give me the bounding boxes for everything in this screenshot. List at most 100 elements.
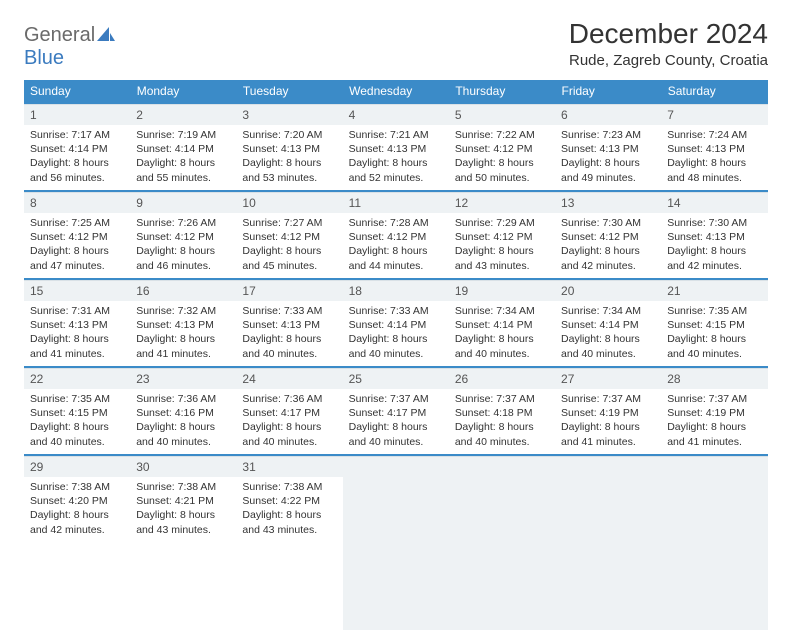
daylight-line: Daylight: 8 hours and 50 minutes.	[455, 156, 549, 184]
sunrise-line: Sunrise: 7:37 AM	[667, 392, 761, 406]
day-number: 3	[236, 104, 342, 125]
calendar-cell: 4Sunrise: 7:21 AMSunset: 4:13 PMDaylight…	[343, 103, 449, 191]
day-number: 10	[236, 192, 342, 213]
day-number: 20	[555, 280, 661, 301]
calendar-cell: 19Sunrise: 7:34 AMSunset: 4:14 PMDayligh…	[449, 279, 555, 367]
daylight-line: Daylight: 8 hours and 40 minutes.	[455, 332, 549, 360]
daylight-line: Daylight: 8 hours and 40 minutes.	[349, 420, 443, 448]
sunset-line: Sunset: 4:13 PM	[667, 230, 761, 244]
day-number: 29	[24, 456, 130, 477]
calendar-cell: 31Sunrise: 7:38 AMSunset: 4:22 PMDayligh…	[236, 455, 342, 543]
day-number: 1	[24, 104, 130, 125]
daylight-line: Daylight: 8 hours and 40 minutes.	[242, 332, 336, 360]
day-number: 8	[24, 192, 130, 213]
calendar-cell: 25Sunrise: 7:37 AMSunset: 4:17 PMDayligh…	[343, 367, 449, 455]
day-number: 6	[555, 104, 661, 125]
day-number-empty	[555, 456, 661, 543]
sunrise-line: Sunrise: 7:36 AM	[136, 392, 230, 406]
day-body: Sunrise: 7:23 AMSunset: 4:13 PMDaylight:…	[555, 125, 661, 189]
calendar-cell: 15Sunrise: 7:31 AMSunset: 4:13 PMDayligh…	[24, 279, 130, 367]
day-number: 7	[661, 104, 767, 125]
daylight-line: Daylight: 8 hours and 40 minutes.	[667, 332, 761, 360]
day-body: Sunrise: 7:33 AMSunset: 4:13 PMDaylight:…	[236, 301, 342, 365]
sunrise-line: Sunrise: 7:37 AM	[349, 392, 443, 406]
day-body: Sunrise: 7:32 AMSunset: 4:13 PMDaylight:…	[130, 301, 236, 365]
day-number: 16	[130, 280, 236, 301]
daylight-line: Daylight: 8 hours and 42 minutes.	[667, 244, 761, 272]
calendar-cell: 14Sunrise: 7:30 AMSunset: 4:13 PMDayligh…	[661, 191, 767, 279]
calendar-week: 22Sunrise: 7:35 AMSunset: 4:15 PMDayligh…	[24, 367, 768, 455]
day-body: Sunrise: 7:20 AMSunset: 4:13 PMDaylight:…	[236, 125, 342, 189]
sunset-line: Sunset: 4:19 PM	[667, 406, 761, 420]
calendar-cell: 6Sunrise: 7:23 AMSunset: 4:13 PMDaylight…	[555, 103, 661, 191]
sunset-line: Sunset: 4:12 PM	[136, 230, 230, 244]
calendar-week: 29Sunrise: 7:38 AMSunset: 4:20 PMDayligh…	[24, 455, 768, 543]
day-body: Sunrise: 7:26 AMSunset: 4:12 PMDaylight:…	[130, 213, 236, 277]
sunset-line: Sunset: 4:12 PM	[349, 230, 443, 244]
daylight-line: Daylight: 8 hours and 49 minutes.	[561, 156, 655, 184]
daylight-line: Daylight: 8 hours and 56 minutes.	[30, 156, 124, 184]
sunset-line: Sunset: 4:12 PM	[561, 230, 655, 244]
calendar-cell: 10Sunrise: 7:27 AMSunset: 4:12 PMDayligh…	[236, 191, 342, 279]
sunrise-line: Sunrise: 7:37 AM	[455, 392, 549, 406]
daylight-line: Daylight: 8 hours and 46 minutes.	[136, 244, 230, 272]
day-body: Sunrise: 7:27 AMSunset: 4:12 PMDaylight:…	[236, 213, 342, 277]
sunset-line: Sunset: 4:12 PM	[455, 142, 549, 156]
daylight-line: Daylight: 8 hours and 40 minutes.	[349, 332, 443, 360]
daylight-line: Daylight: 8 hours and 43 minutes.	[455, 244, 549, 272]
daylight-line: Daylight: 8 hours and 42 minutes.	[30, 508, 124, 536]
dow-wednesday: Wednesday	[343, 80, 449, 103]
dow-row: Sunday Monday Tuesday Wednesday Thursday…	[24, 80, 768, 103]
day-number: 12	[449, 192, 555, 213]
day-number: 17	[236, 280, 342, 301]
sunset-line: Sunset: 4:14 PM	[349, 318, 443, 332]
day-body: Sunrise: 7:35 AMSunset: 4:15 PMDaylight:…	[24, 389, 130, 453]
calendar-cell: 29Sunrise: 7:38 AMSunset: 4:20 PMDayligh…	[24, 455, 130, 543]
calendar-week: 8Sunrise: 7:25 AMSunset: 4:12 PMDaylight…	[24, 191, 768, 279]
dow-thursday: Thursday	[449, 80, 555, 103]
sunrise-line: Sunrise: 7:30 AM	[561, 216, 655, 230]
daylight-line: Daylight: 8 hours and 41 minutes.	[561, 420, 655, 448]
calendar-cell: 12Sunrise: 7:29 AMSunset: 4:12 PMDayligh…	[449, 191, 555, 279]
day-number: 26	[449, 368, 555, 389]
calendar-cell	[343, 455, 449, 543]
daylight-line: Daylight: 8 hours and 40 minutes.	[242, 420, 336, 448]
daylight-line: Daylight: 8 hours and 45 minutes.	[242, 244, 336, 272]
day-body: Sunrise: 7:38 AMSunset: 4:20 PMDaylight:…	[24, 477, 130, 541]
day-number: 4	[343, 104, 449, 125]
daylight-line: Daylight: 8 hours and 40 minutes.	[136, 420, 230, 448]
dow-friday: Friday	[555, 80, 661, 103]
day-number: 24	[236, 368, 342, 389]
sunset-line: Sunset: 4:13 PM	[242, 142, 336, 156]
sunset-line: Sunset: 4:13 PM	[136, 318, 230, 332]
day-number: 28	[661, 368, 767, 389]
sunset-line: Sunset: 4:17 PM	[242, 406, 336, 420]
sunrise-line: Sunrise: 7:34 AM	[455, 304, 549, 318]
day-number-empty	[449, 456, 555, 543]
sunrise-line: Sunrise: 7:22 AM	[455, 128, 549, 142]
daylight-line: Daylight: 8 hours and 55 minutes.	[136, 156, 230, 184]
sunrise-line: Sunrise: 7:33 AM	[242, 304, 336, 318]
day-number: 19	[449, 280, 555, 301]
sunrise-line: Sunrise: 7:28 AM	[349, 216, 443, 230]
daylight-line: Daylight: 8 hours and 48 minutes.	[667, 156, 761, 184]
header: General Blue December 2024 Rude, Zagreb …	[24, 18, 768, 70]
day-body: Sunrise: 7:17 AMSunset: 4:14 PMDaylight:…	[24, 125, 130, 189]
day-body: Sunrise: 7:36 AMSunset: 4:16 PMDaylight:…	[130, 389, 236, 453]
day-body: Sunrise: 7:22 AMSunset: 4:12 PMDaylight:…	[449, 125, 555, 189]
calendar-cell: 17Sunrise: 7:33 AMSunset: 4:13 PMDayligh…	[236, 279, 342, 367]
sunrise-line: Sunrise: 7:23 AM	[561, 128, 655, 142]
daylight-line: Daylight: 8 hours and 47 minutes.	[30, 244, 124, 272]
day-number: 11	[343, 192, 449, 213]
sunrise-line: Sunrise: 7:25 AM	[30, 216, 124, 230]
sunrise-line: Sunrise: 7:24 AM	[667, 128, 761, 142]
day-body: Sunrise: 7:35 AMSunset: 4:15 PMDaylight:…	[661, 301, 767, 365]
calendar-cell: 16Sunrise: 7:32 AMSunset: 4:13 PMDayligh…	[130, 279, 236, 367]
dow-sunday: Sunday	[24, 80, 130, 103]
sunset-line: Sunset: 4:14 PM	[561, 318, 655, 332]
day-body: Sunrise: 7:24 AMSunset: 4:13 PMDaylight:…	[661, 125, 767, 189]
calendar-table: Sunday Monday Tuesday Wednesday Thursday…	[24, 80, 768, 543]
day-body: Sunrise: 7:21 AMSunset: 4:13 PMDaylight:…	[343, 125, 449, 189]
sail-icon	[97, 25, 115, 41]
day-body: Sunrise: 7:36 AMSunset: 4:17 PMDaylight:…	[236, 389, 342, 453]
